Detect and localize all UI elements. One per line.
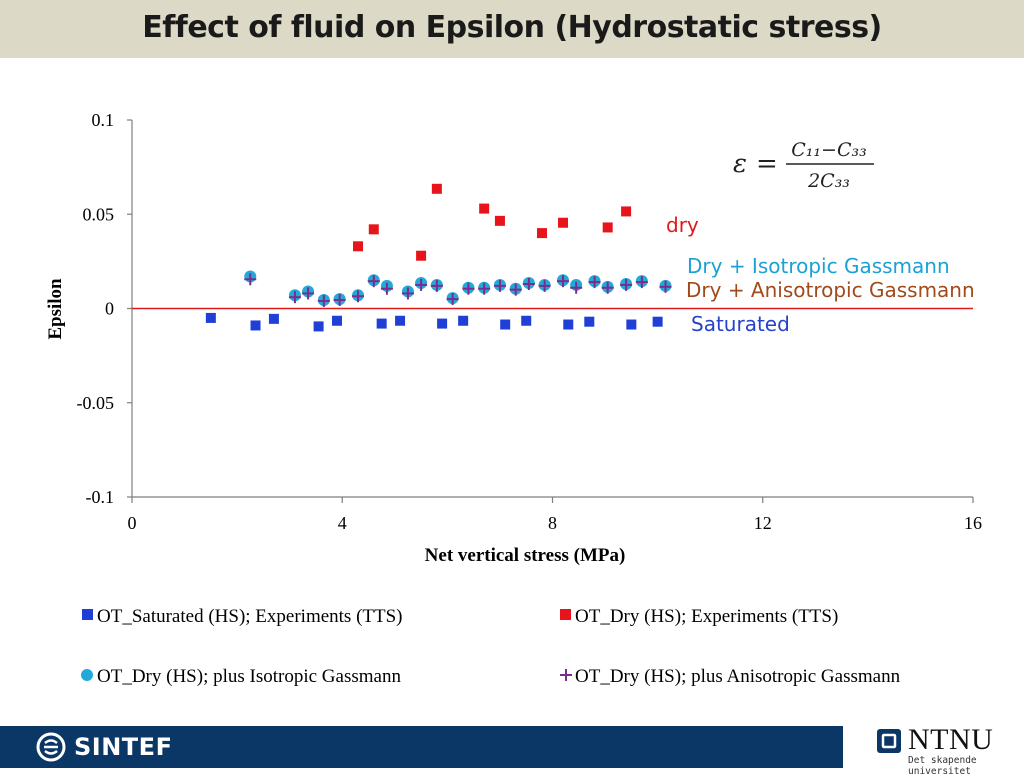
data-point-aniso [462, 282, 475, 295]
x-tick-label: 16 [964, 513, 982, 533]
data-point-dry [368, 224, 379, 235]
y-tick-label: -0.05 [77, 393, 115, 413]
legend: OT_Saturated (HS); Experiments (TTS) OT_… [81, 606, 901, 687]
formula-lhs: ε [733, 149, 747, 179]
data-point-saturated [250, 320, 261, 331]
data-point-dry [621, 206, 632, 217]
data-point-saturated [313, 321, 324, 332]
y-tick-label: 0.1 [92, 110, 115, 130]
sintef-logo: SINTEF [36, 732, 172, 762]
data-point-aniso [478, 282, 491, 295]
data-point-saturated [331, 315, 342, 326]
data-point-saturated [395, 315, 406, 326]
data-point-aniso [557, 275, 570, 288]
data-point-aniso [601, 281, 614, 294]
data-point-dry [353, 241, 364, 252]
data-point-aniso [509, 283, 522, 296]
legend-marker-dry [560, 609, 571, 620]
epsilon-formula: ε = C₁₁−C₃₃ 2C₃₃ [733, 139, 874, 192]
data-point-saturated [268, 313, 279, 324]
legend-marker-isotropic [81, 669, 93, 681]
formula-numerator: C₁₁−C₃₃ [791, 139, 866, 161]
formula-denominator: 2C₃₃ [807, 170, 850, 192]
data-point-aniso [415, 278, 428, 291]
sintef-wordmark: SINTEF [74, 733, 173, 761]
y-tick-label: 0.05 [83, 204, 115, 224]
data-point-saturated [376, 318, 387, 329]
data-point-aniso [538, 279, 551, 292]
x-tick-label: 0 [128, 513, 137, 533]
annotation-dry: dry [666, 213, 699, 237]
legend-marker-anisotropic [560, 669, 572, 681]
data-point-aniso [635, 276, 648, 289]
annotation-dry-isotropic: Dry + Isotropic Gassmann [687, 254, 950, 278]
formula-equals: = [756, 149, 778, 179]
data-point-saturated [205, 312, 216, 323]
data-point-aniso [244, 273, 257, 286]
data-point-aniso [333, 294, 346, 307]
data-point-saturated [584, 316, 595, 327]
sintef-swirl-icon [36, 732, 66, 762]
ntnu-emblem-icon [877, 729, 901, 753]
x-tick-label: 12 [754, 513, 772, 533]
data-point-aniso [430, 279, 443, 292]
y-tick-label: 0 [105, 299, 114, 319]
data-point-saturated [652, 316, 663, 327]
annotation-saturated: Saturated [691, 312, 790, 336]
legend-label-saturated: OT_Saturated (HS); Experiments (TTS) [97, 606, 403, 627]
data-point-aniso [522, 277, 535, 290]
data-points [205, 183, 672, 332]
data-point-aniso [380, 282, 393, 295]
data-point-saturated [458, 315, 469, 326]
data-point-saturated [521, 315, 532, 326]
data-point-aniso [401, 287, 414, 300]
y-tick-label: -0.1 [86, 487, 115, 507]
data-point-dry [494, 215, 505, 226]
data-point-aniso [659, 280, 672, 293]
x-axis-title: Net vertical stress (MPa) [425, 545, 626, 566]
legend-marker-saturated [82, 609, 93, 620]
data-point-saturated [563, 319, 574, 330]
chart: -0.1 -0.05 0 0.05 0.1 0 4 8 12 16 Net vertical st… [45, 110, 983, 687]
legend-label-isotropic: OT_Dry (HS); plus Isotropic Gassmann [97, 666, 401, 687]
data-point-aniso [288, 291, 301, 304]
data-point-aniso [620, 278, 633, 291]
ntnu-tagline: Det skapende universitet [908, 755, 977, 777]
legend-label-anisotropic: OT_Dry (HS); plus Anisotropic Gassmann [575, 666, 901, 687]
data-point-aniso [570, 281, 583, 294]
tick-labels: -0.1 -0.05 0 0.05 0.1 0 4 8 12 16 [77, 110, 983, 533]
data-point-saturated [500, 319, 511, 330]
data-point-dry [431, 183, 442, 194]
data-point-dry [602, 222, 613, 233]
data-point-aniso [317, 294, 330, 307]
ntnu-logo: NTNU Det skapende universitet [876, 723, 1016, 777]
slide-title: Effect of fluid on Epsilon (Hydrostatic … [142, 10, 882, 45]
data-point-dry [536, 228, 547, 239]
data-point-aniso [493, 279, 506, 292]
data-point-aniso [367, 275, 380, 288]
data-point-aniso [446, 293, 459, 306]
x-tick-label: 8 [548, 513, 557, 533]
legend-label-dry: OT_Dry (HS); Experiments (TTS) [575, 606, 838, 627]
annotation-dry-anisotropic: Dry + Anisotropic Gassmann [686, 278, 975, 302]
x-tick-label: 4 [338, 513, 347, 533]
ntnu-wordmark: NTNU [908, 723, 994, 756]
data-point-saturated [626, 319, 637, 330]
data-point-saturated [437, 318, 448, 329]
title-bar: Effect of fluid on Epsilon (Hydrostatic … [0, 0, 1024, 58]
y-axis-title: Epsilon [45, 278, 66, 340]
data-point-dry [479, 203, 490, 214]
data-point-aniso [352, 290, 365, 303]
data-point-aniso [588, 276, 601, 289]
data-point-dry [416, 250, 427, 261]
data-point-aniso [302, 287, 315, 300]
data-point-dry [558, 217, 569, 228]
footer-bar: SINTEF [0, 726, 843, 768]
axes [127, 119, 974, 503]
